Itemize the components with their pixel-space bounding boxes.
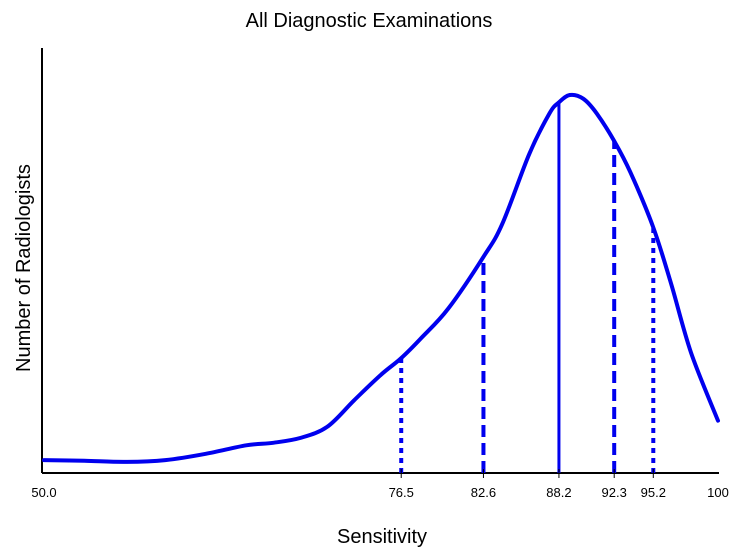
x-tick-label: 95.2 [641,485,666,500]
reference-lines [399,102,656,473]
density-curve [42,92,720,464]
x-tick-label: 88.2 [546,485,571,500]
x-axis-title: Sensitivity [337,526,427,548]
x-tick-label: 50.0 [31,485,56,500]
x-tick-label: 76.5 [389,485,414,500]
x-tick-label: 100 [707,485,729,500]
y-axis-title: Number of Radiologists [13,164,35,372]
x-tick-label: 92.3 [602,485,627,500]
chart-title: All Diagnostic Examinations [246,10,493,32]
x-tick-label: 82.6 [471,485,496,500]
x-axis-ticks: 50.0 76.5 82.6 88.2 92.3 95.2 100 [31,469,729,500]
